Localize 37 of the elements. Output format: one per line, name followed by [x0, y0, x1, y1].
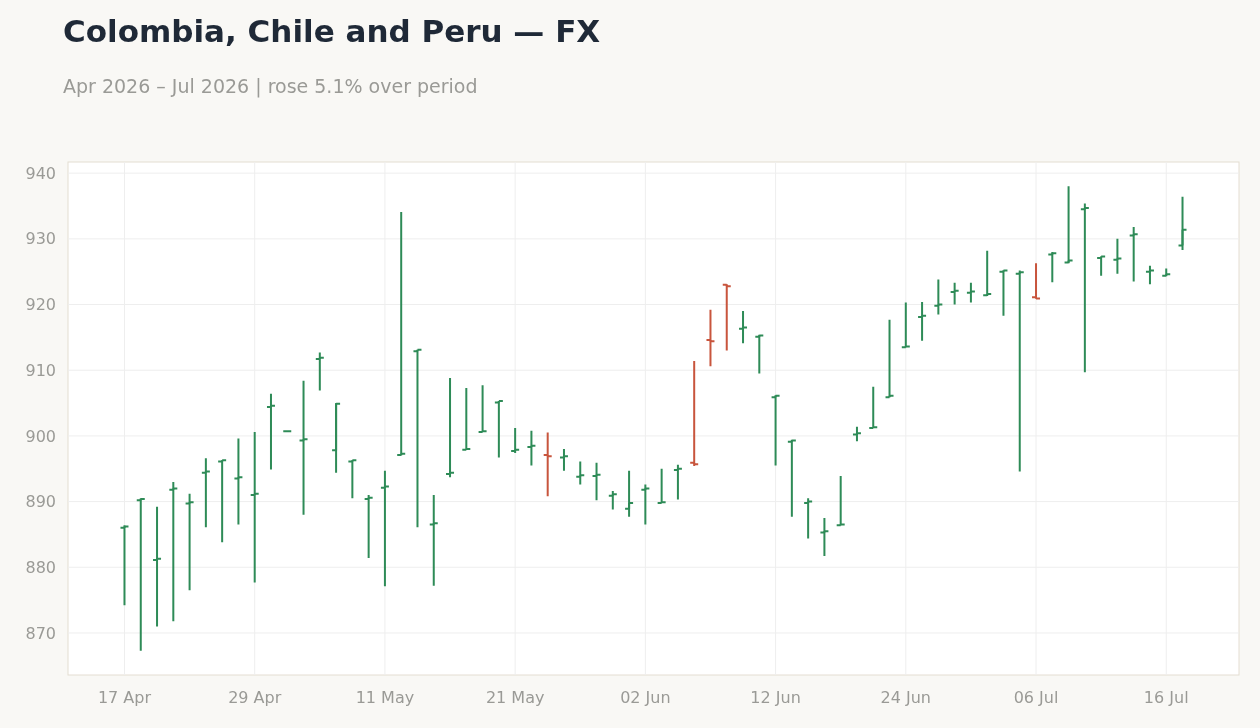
- candlestick: [672, 463, 683, 501]
- candlestick: [445, 377, 456, 479]
- x-tick-label: 02 Jun: [620, 688, 671, 707]
- y-tick-label: 900: [25, 426, 56, 446]
- y-tick-label: 930: [25, 229, 56, 249]
- candlestick: [461, 386, 472, 451]
- candlestick: [851, 425, 862, 443]
- candlestick: [1161, 267, 1172, 278]
- candlestick: [558, 448, 569, 472]
- x-tick-label: 17 Apr: [97, 688, 152, 707]
- y-tick-label: 890: [25, 492, 56, 512]
- chart-subtitle: Apr 2026 – Jul 2026 | rose 5.1% over period: [63, 75, 478, 98]
- candlestick: [868, 385, 879, 430]
- y-tick-label: 870: [25, 623, 56, 643]
- y-tick-label: 880: [25, 557, 56, 577]
- candlestick: [477, 384, 488, 433]
- y-tick-label: 920: [25, 295, 56, 315]
- x-tick-label: 11 May: [355, 688, 415, 707]
- x-tick-label: 16 Jul: [1143, 688, 1189, 707]
- candlestick: [917, 300, 928, 342]
- candlestick: [282, 430, 293, 433]
- x-tick-label: 24 Jun: [880, 688, 932, 707]
- candlestick: [998, 269, 1009, 317]
- x-tick-label: 29 Apr: [228, 688, 282, 707]
- x-tick-label: 21 May: [485, 688, 545, 707]
- candlestick: [656, 467, 667, 504]
- chart-title: Colombia, Chile and Peru — FX: [63, 13, 601, 49]
- x-tick-label: 12 Jun: [750, 688, 801, 707]
- y-tick-label: 910: [25, 360, 56, 380]
- candlestick: [217, 459, 228, 544]
- candlestick: [1144, 264, 1155, 286]
- candlestick: [265, 392, 276, 471]
- candlestick: [152, 505, 163, 628]
- y-tick-label: 940: [25, 163, 56, 183]
- candlestick: [347, 459, 358, 500]
- candlestick: [738, 310, 749, 345]
- x-tick-label: 06 Jul: [1013, 688, 1059, 707]
